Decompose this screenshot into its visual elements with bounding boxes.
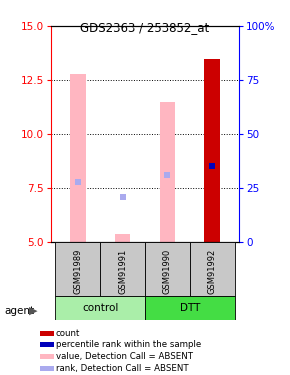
Text: ▶: ▶	[29, 306, 38, 315]
Bar	[204, 58, 220, 242]
Bar	[40, 354, 53, 359]
Text: count: count	[56, 329, 80, 338]
Text: DTT: DTT	[180, 303, 200, 313]
Bar	[115, 234, 130, 242]
Bar	[40, 366, 53, 371]
Bar	[145, 296, 235, 320]
Text: GSM91990: GSM91990	[163, 248, 172, 294]
Bar	[160, 102, 175, 242]
Bar	[55, 296, 145, 320]
Text: GSM91989: GSM91989	[73, 248, 82, 294]
Text: percentile rank within the sample: percentile rank within the sample	[56, 340, 201, 349]
Bar	[70, 74, 86, 242]
Text: agent: agent	[4, 306, 35, 315]
Text: GSM91991: GSM91991	[118, 248, 127, 294]
Text: value, Detection Call = ABSENT: value, Detection Call = ABSENT	[56, 352, 193, 361]
Bar	[100, 242, 145, 296]
Bar	[190, 242, 235, 296]
Bar	[40, 331, 53, 336]
Text: control: control	[82, 303, 118, 313]
Bar	[55, 242, 100, 296]
Text: GSM91992: GSM91992	[208, 248, 217, 294]
Bar	[40, 342, 53, 347]
Text: rank, Detection Call = ABSENT: rank, Detection Call = ABSENT	[56, 364, 188, 373]
Bar	[145, 242, 190, 296]
Text: GDS2363 / 253852_at: GDS2363 / 253852_at	[80, 21, 210, 34]
